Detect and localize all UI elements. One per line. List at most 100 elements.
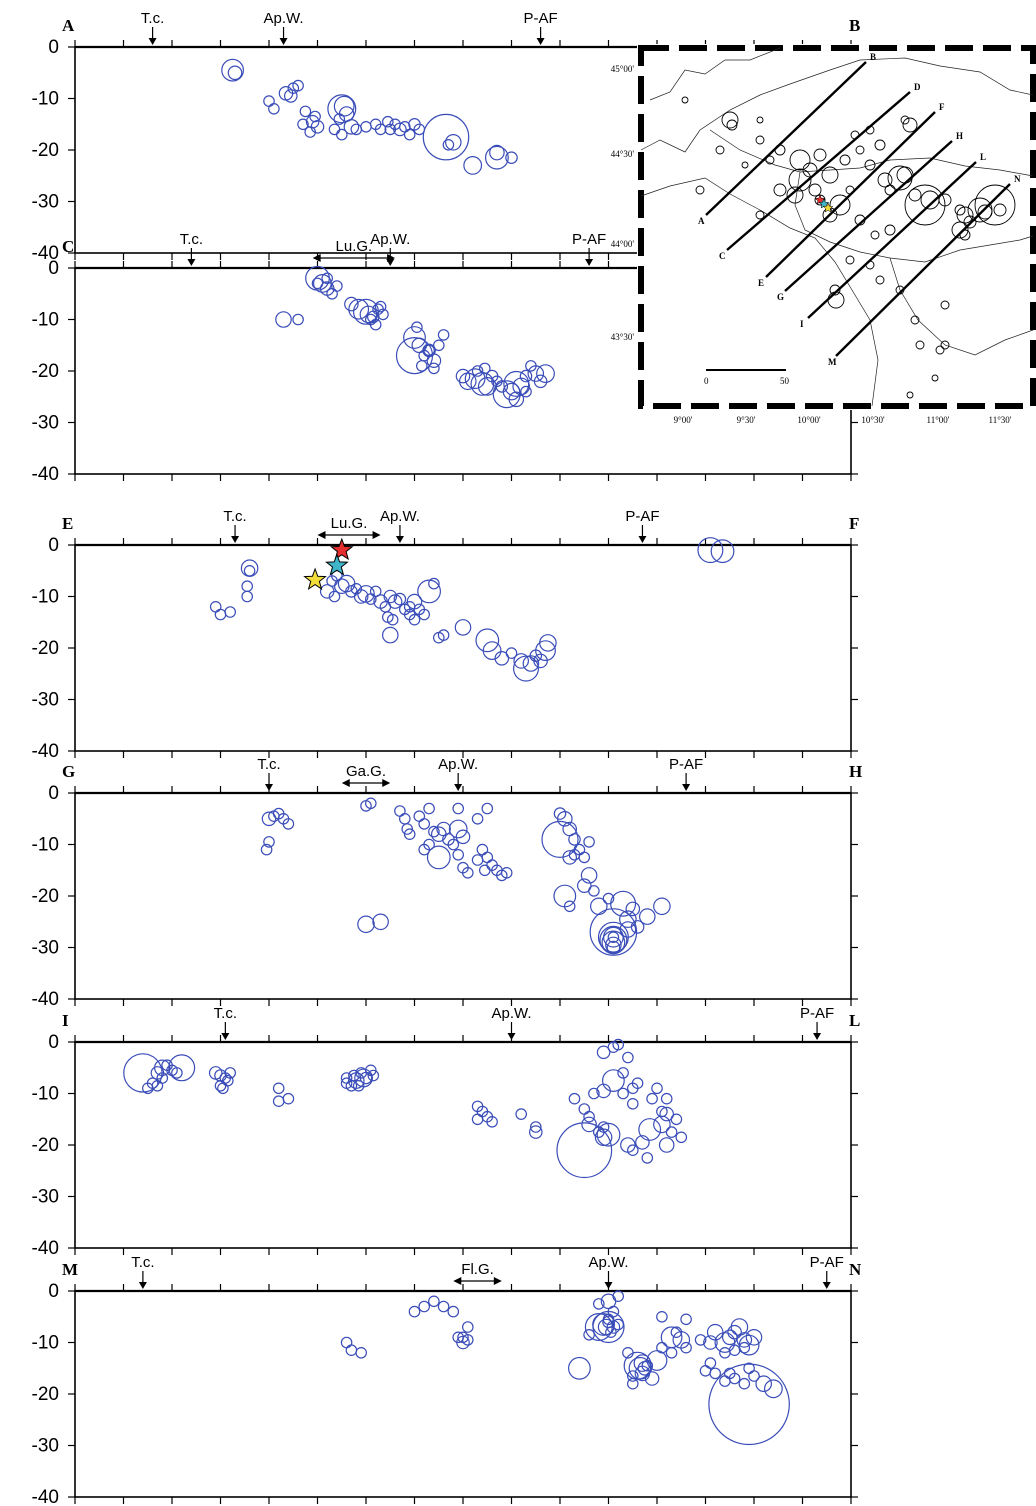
earthquake-event xyxy=(470,372,495,396)
earthquake-event xyxy=(428,362,440,375)
earthquake-event xyxy=(408,613,421,626)
earthquake-event xyxy=(241,590,253,603)
feature-arrow-head xyxy=(395,536,404,543)
earthquake-event xyxy=(437,329,450,341)
inset-epicenter xyxy=(865,125,875,135)
feature-label: T.c. xyxy=(257,756,280,773)
earthquake-event xyxy=(476,843,489,856)
inset-epicenter xyxy=(940,300,950,310)
earthquake-event xyxy=(665,1347,678,1359)
section-start-label: A xyxy=(62,16,75,35)
inset-epicenter xyxy=(756,116,764,124)
feature-label: P-AF xyxy=(800,1005,834,1022)
earthquake-event xyxy=(596,1045,611,1060)
earthquake-events xyxy=(340,1290,790,1446)
earthquake-event xyxy=(422,113,470,161)
mainshock-star xyxy=(325,553,349,576)
feature-arrow-head xyxy=(604,1282,613,1289)
earthquake-event xyxy=(659,1106,674,1122)
inset-epicenter xyxy=(864,159,876,171)
inset-epicenter xyxy=(715,145,725,155)
earthquake-event xyxy=(519,369,533,383)
earthquake-event xyxy=(243,564,256,577)
earthquake-event xyxy=(583,836,595,848)
earthquake-event xyxy=(641,1152,654,1164)
earthquake-event xyxy=(471,854,484,866)
earthquake-event xyxy=(432,339,445,352)
inset-epicenter xyxy=(755,135,765,145)
earthquake-event xyxy=(214,608,227,621)
earthquake-event xyxy=(331,280,343,292)
earthquake-event xyxy=(328,123,341,136)
feature-range-head-right xyxy=(382,779,391,787)
feature-label: P-AF xyxy=(669,756,703,773)
earthquake-event xyxy=(738,1377,751,1390)
profile-start-label: I xyxy=(800,319,804,329)
scale-label: 0 xyxy=(704,376,709,386)
feature-arrow-head xyxy=(585,259,594,266)
section-3: 0 -10 -20 -30 -40 G H T.c. Ga.G. Ap.W. P-AF xyxy=(32,756,863,1010)
profile-end-label: H xyxy=(956,131,963,141)
earthquake-event xyxy=(417,579,442,604)
earthquake-event xyxy=(680,1313,692,1326)
earthquake-event xyxy=(224,1067,236,1079)
earthquake-event xyxy=(214,1080,227,1092)
earthquake-event xyxy=(709,1367,721,1380)
longitude-label: 10°00' xyxy=(797,415,821,425)
inset-epicenter xyxy=(993,203,1007,217)
earthquake-event xyxy=(589,908,638,956)
earthquake-event xyxy=(592,1126,605,1138)
earthquake-event xyxy=(381,626,399,644)
earthquake-event xyxy=(638,908,656,925)
feature-label: Ap.W. xyxy=(370,231,410,248)
y-tick-label: -10 xyxy=(32,587,59,608)
earthquake-event xyxy=(635,1135,650,1150)
earthquake-event xyxy=(653,897,671,916)
inset-epicenter xyxy=(904,184,946,226)
earthquake-event xyxy=(568,833,581,846)
earthquake-event xyxy=(610,890,637,917)
y-tick-label: -30 xyxy=(32,690,59,711)
feature-label: Ap.W. xyxy=(380,508,420,525)
earthquake-events xyxy=(123,1038,688,1179)
earthquake-event xyxy=(482,641,502,660)
earthquake-event xyxy=(418,1300,430,1313)
inset-epicenter xyxy=(974,184,1016,226)
earthquake-event xyxy=(568,1356,591,1380)
inset-epicenter xyxy=(865,260,875,270)
earthquake-event xyxy=(481,851,494,864)
inset-epicenter xyxy=(845,185,855,195)
earthquake-event xyxy=(437,1300,450,1313)
feature-range-label: Lu.G. xyxy=(336,238,373,255)
earthquake-event xyxy=(638,1118,662,1141)
y-tick-label: -30 xyxy=(32,1187,59,1208)
section-end-label: N xyxy=(849,1260,862,1279)
y-tick-label: -10 xyxy=(32,835,59,856)
earthquake-event xyxy=(710,539,735,564)
inset-epicenter xyxy=(900,115,910,125)
earthquake-event xyxy=(527,365,545,382)
mainshock-star xyxy=(303,567,327,591)
inset-background xyxy=(637,44,1036,410)
earthquake-event xyxy=(345,1344,358,1356)
feature-arrow-head xyxy=(822,1282,831,1289)
inset-epicenter xyxy=(938,193,952,207)
feature-label: P-AF xyxy=(810,1254,844,1271)
inset-epicenter xyxy=(896,166,914,184)
section-1: 0-10-20-30-40CDT.c.Lu.G.Ap.W.P-AF xyxy=(32,231,862,485)
feature-label: T.c. xyxy=(180,231,203,248)
location-map-inset: A B C D E F G H I L M N 0 50 45°00' 44°30' 44°00' 43°30' 9… xyxy=(611,44,1036,425)
earthquake-event xyxy=(272,1082,285,1095)
earthquake-event xyxy=(455,368,471,384)
earthquake-event xyxy=(660,1092,673,1105)
earthquake-event xyxy=(536,364,555,384)
y-tick-label: -10 xyxy=(32,310,59,331)
section-start-label: G xyxy=(62,762,75,781)
earthquake-event xyxy=(227,65,243,81)
y-tick-label: -20 xyxy=(32,361,59,382)
earthquake-event xyxy=(263,95,275,107)
earthquake-event xyxy=(589,897,608,916)
feature-label: T.c. xyxy=(223,508,246,525)
longitude-label: 11°30' xyxy=(989,415,1012,425)
earthquake-event xyxy=(578,1103,591,1115)
